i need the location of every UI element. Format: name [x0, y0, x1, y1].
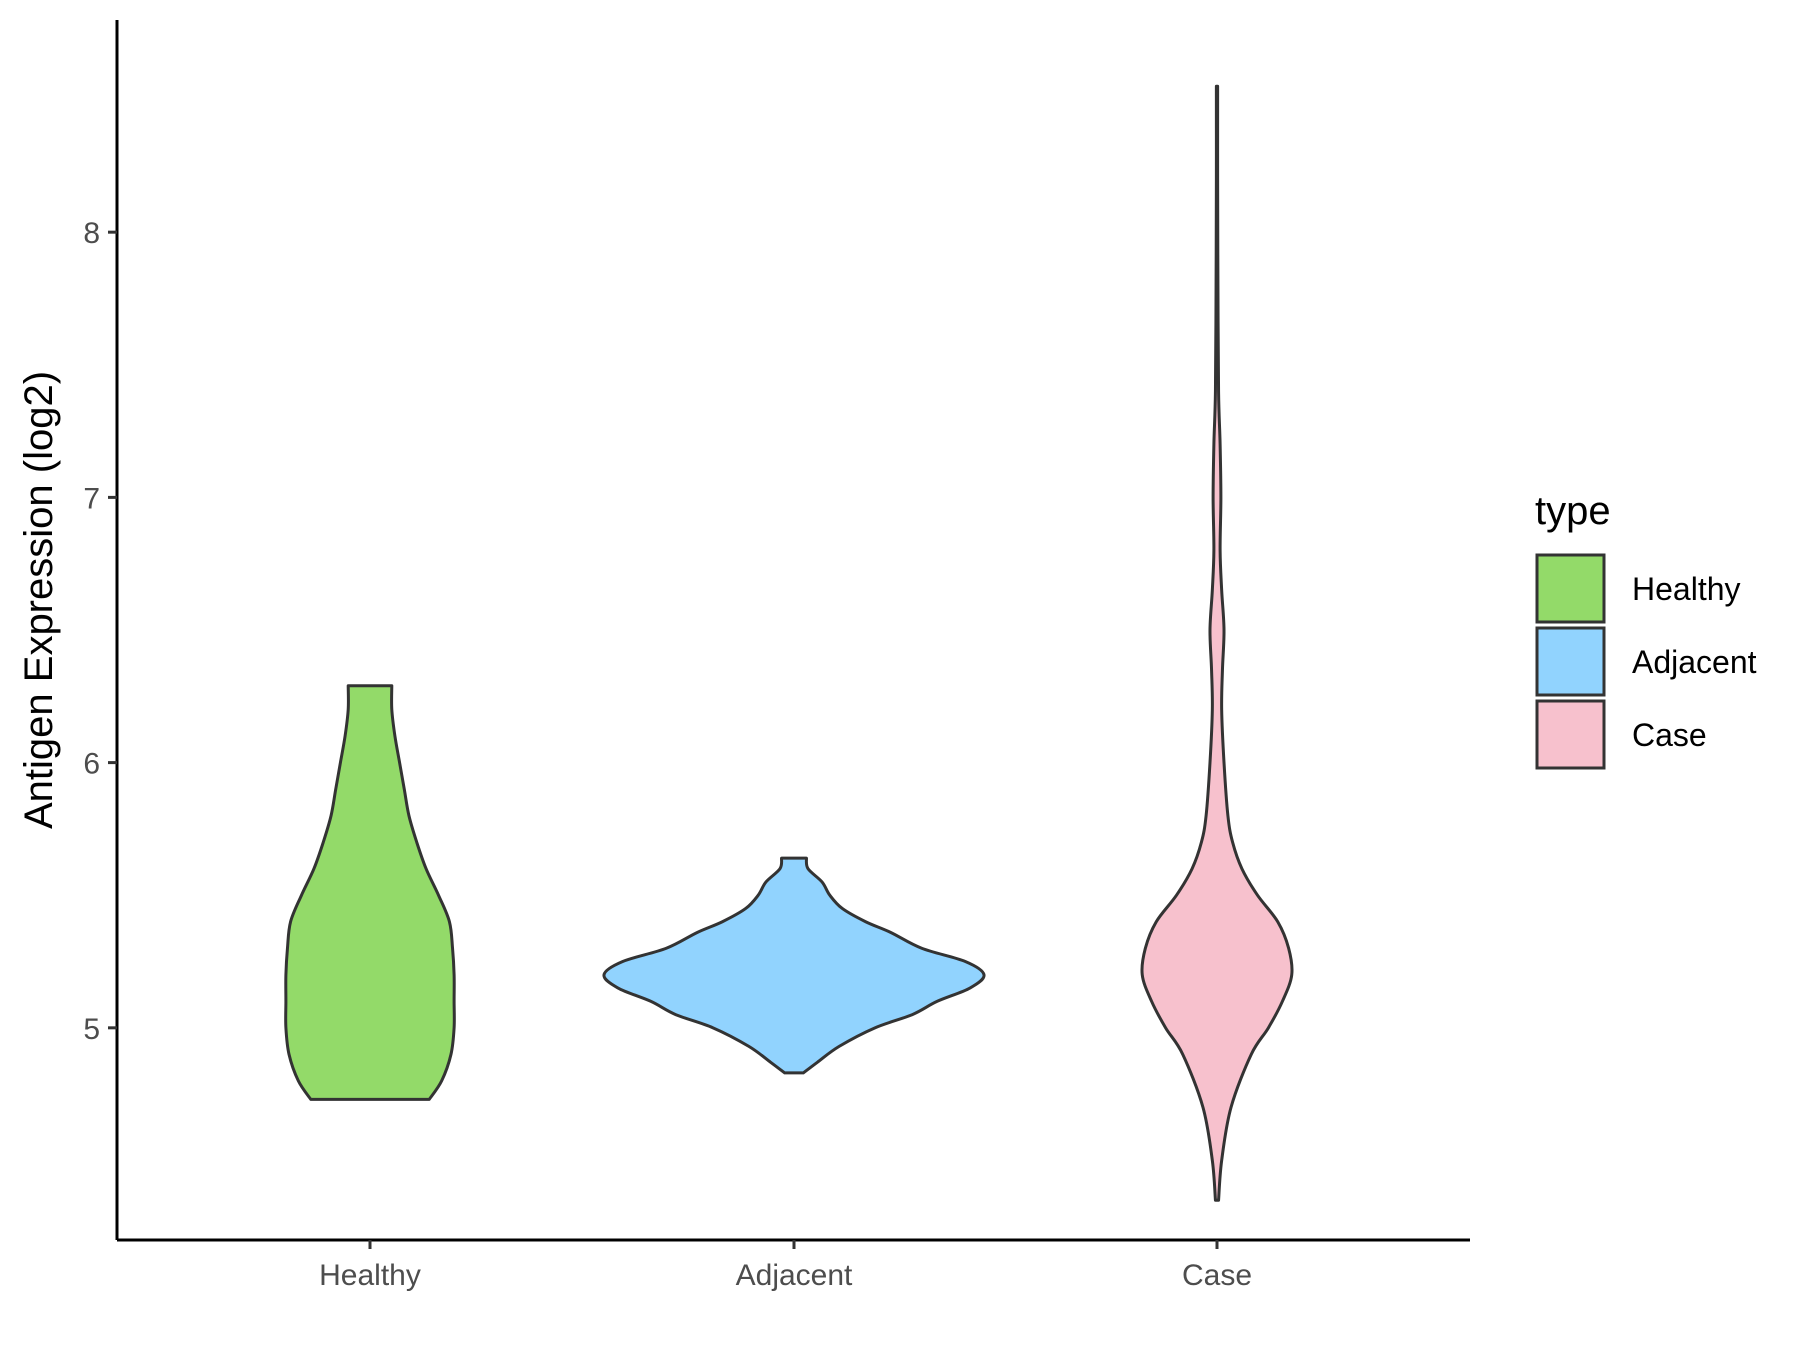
legend-label-healthy: Healthy: [1632, 571, 1741, 607]
legend-label-case: Case: [1632, 717, 1707, 753]
legend-swatch-case: [1535, 699, 1606, 770]
x-tick-label: Adjacent: [736, 1259, 853, 1292]
violin-adjacent: [602, 856, 986, 1075]
violin-case: [1140, 84, 1294, 1202]
x-axis-ticks: Healthy Adjacent Case: [319, 1240, 1252, 1292]
legend-swatch-healthy: [1535, 553, 1606, 624]
legend-items: Healthy Adjacent Case: [1535, 553, 1757, 770]
legend-swatch-adjacent: [1535, 626, 1606, 697]
x-tick-label: Case: [1182, 1259, 1252, 1292]
y-axis-ticks: 5 6 7 8: [83, 217, 117, 1046]
violin-layer: [284, 84, 1294, 1202]
legend-title: type: [1535, 489, 1611, 533]
y-axis-title: Antigen Expression (log2): [17, 371, 61, 829]
legend-label-adjacent: Adjacent: [1632, 644, 1757, 680]
y-tick-label: 5: [83, 1013, 100, 1046]
violin-healthy: [284, 684, 456, 1101]
legend: type Healthy Adjacent Case: [1535, 489, 1757, 770]
y-tick-label: 6: [83, 748, 100, 781]
x-tick-label: Healthy: [319, 1259, 421, 1292]
y-tick-label: 8: [83, 217, 100, 250]
y-tick-label: 7: [83, 482, 100, 515]
